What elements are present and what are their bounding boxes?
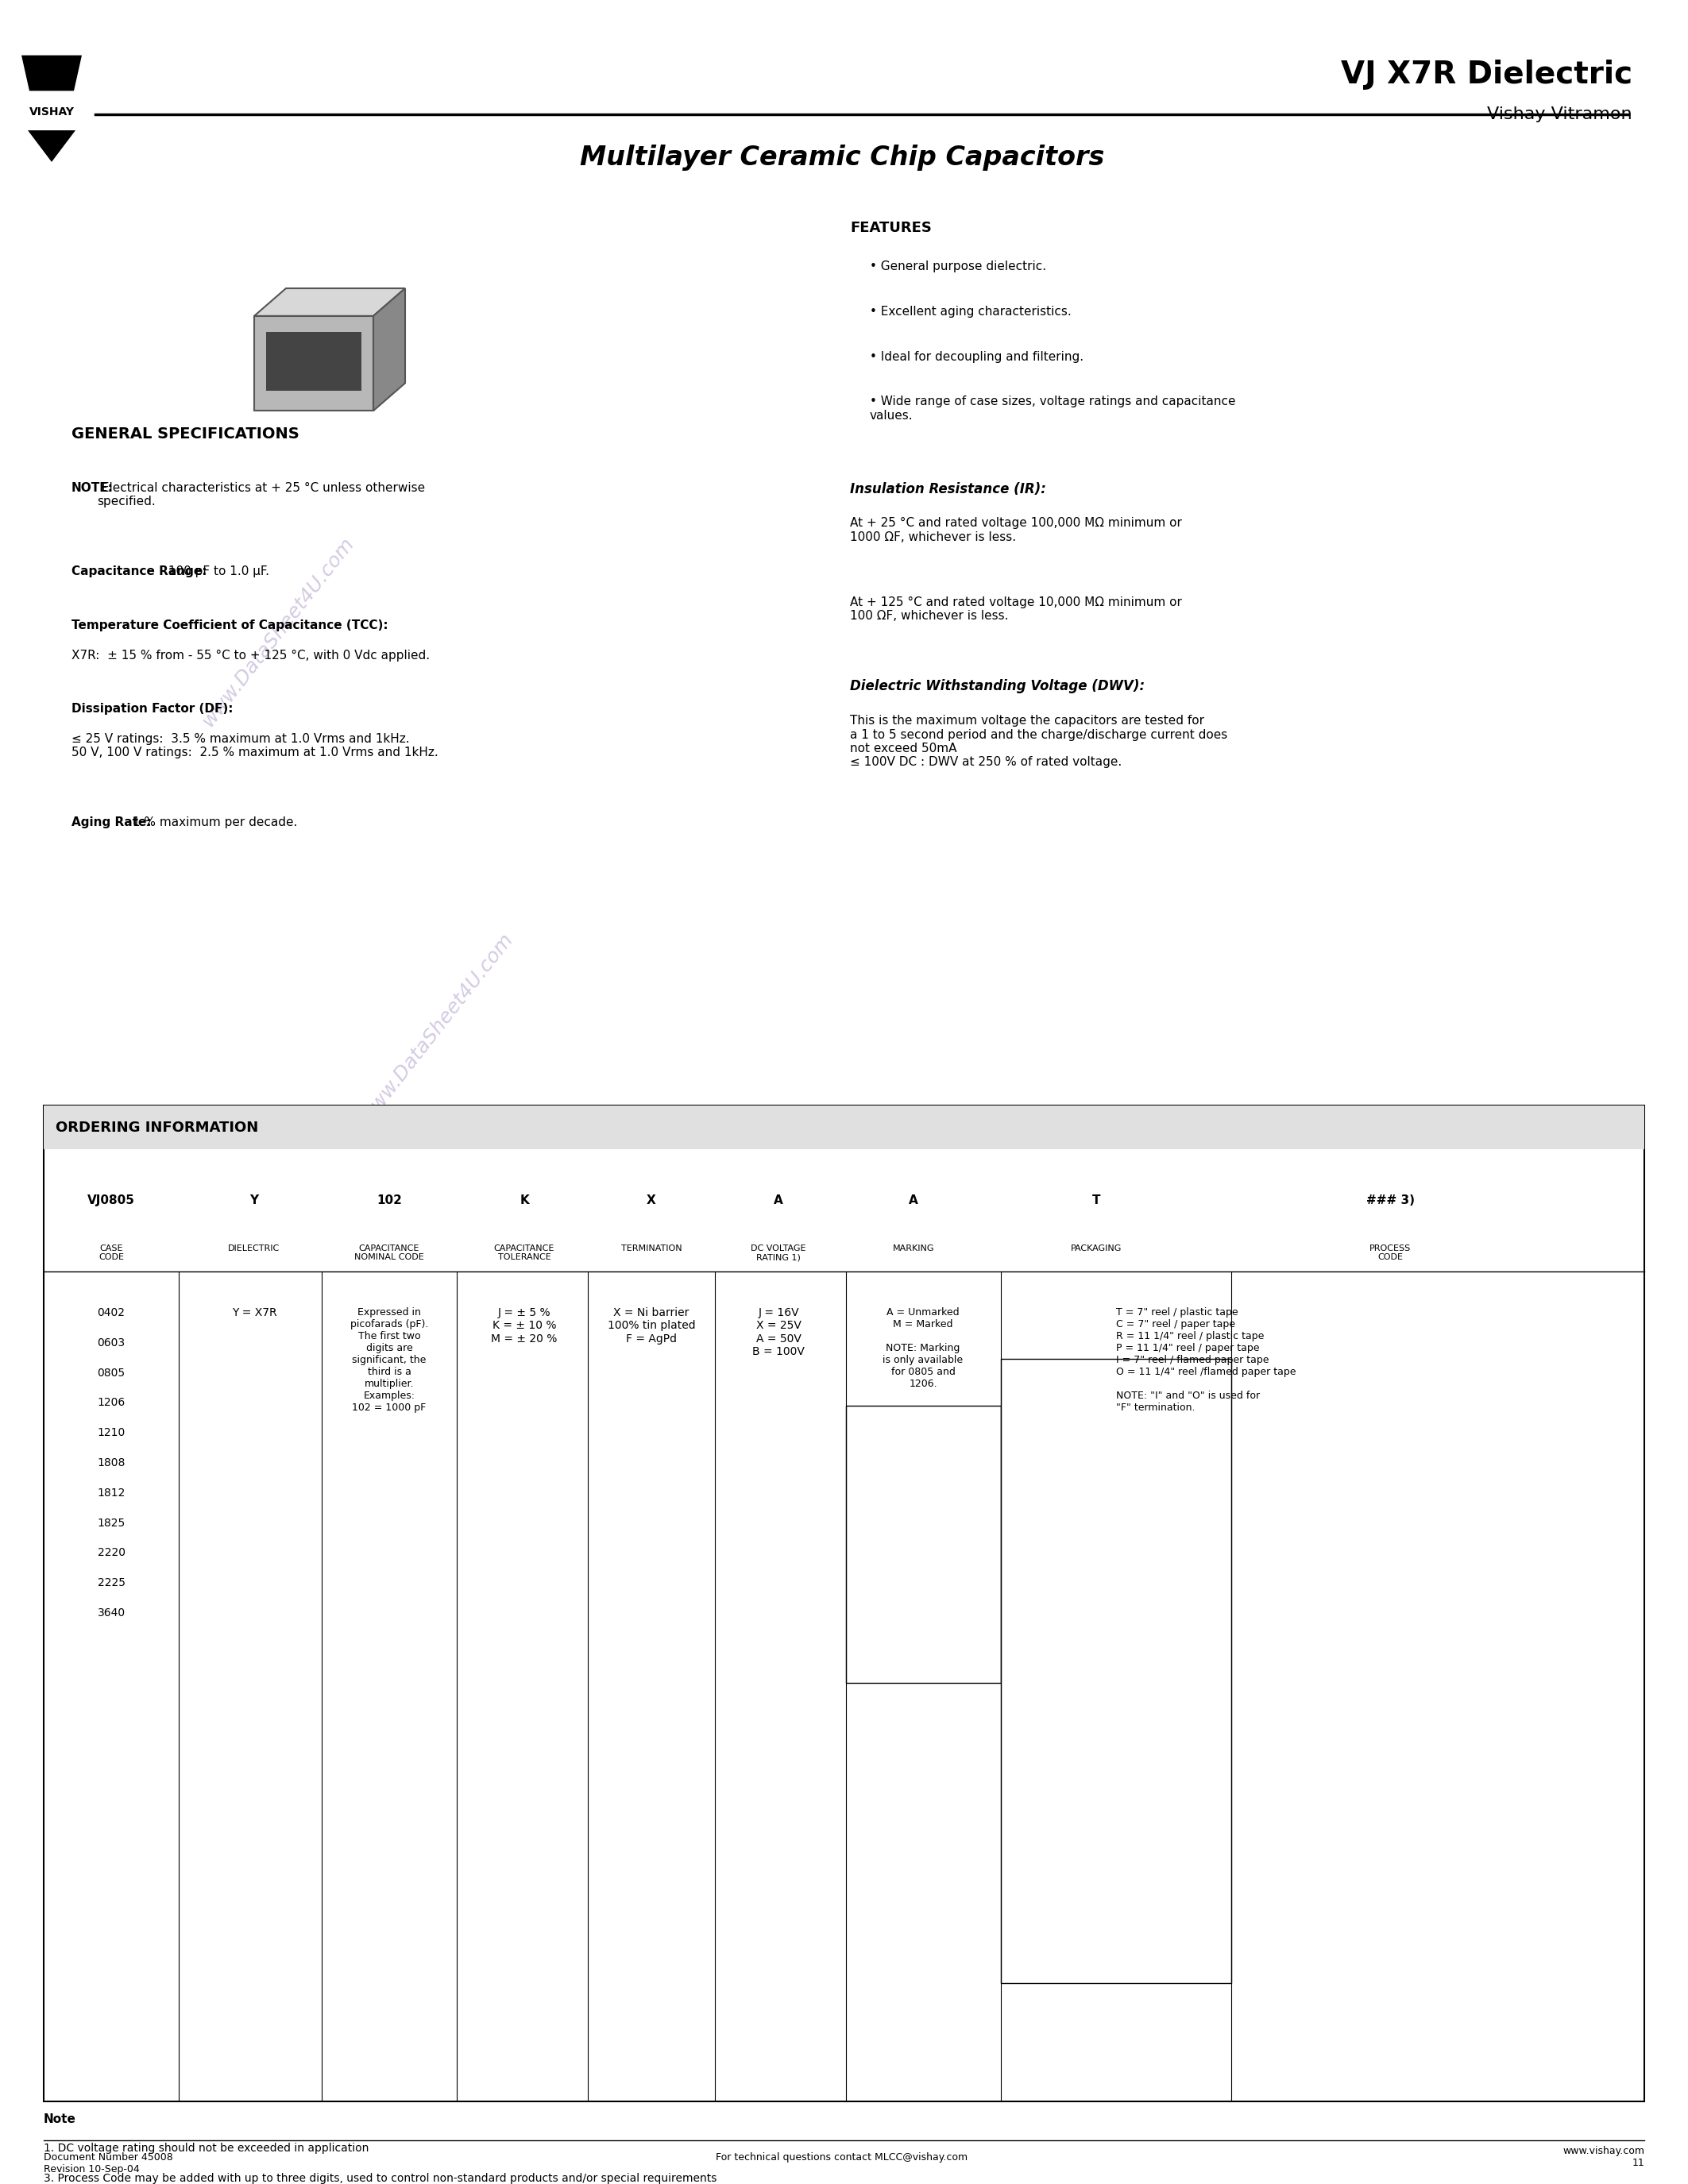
Text: • Ideal for decoupling and filtering.: • Ideal for decoupling and filtering. (869, 352, 1084, 363)
Text: Electrical characteristics at + 25 °C unless otherwise
specified.: Electrical characteristics at + 25 °C un… (98, 483, 425, 507)
Text: J = 16V
X = 25V
A = 50V
B = 100V: J = 16V X = 25V A = 50V B = 100V (753, 1308, 805, 1356)
Text: CASE
CODE: CASE CODE (98, 1245, 123, 1262)
Text: FEATURES: FEATURES (851, 221, 932, 236)
Text: 3. Process Code may be added with up to three digits, used to control non-standa: 3. Process Code may be added with up to … (44, 2173, 717, 2184)
Text: VJ0805: VJ0805 (88, 1195, 135, 1206)
Text: NOTE:: NOTE: (71, 483, 113, 494)
Text: • General purpose dielectric.: • General purpose dielectric. (869, 260, 1047, 273)
Text: www.DataSheet4U.com: www.DataSheet4U.com (1072, 1601, 1232, 1797)
Text: www.DataSheet4U.com: www.DataSheet4U.com (197, 533, 358, 729)
Text: X: X (647, 1195, 657, 1206)
Text: X = Ni barrier
100% tin plated
F = AgPd: X = Ni barrier 100% tin plated F = AgPd (608, 1308, 695, 1343)
Polygon shape (22, 55, 81, 92)
Text: A: A (908, 1195, 918, 1206)
Text: PACKAGING: PACKAGING (1070, 1245, 1123, 1251)
Text: 1808: 1808 (98, 1457, 125, 1468)
Polygon shape (255, 288, 405, 317)
Text: GENERAL SPECIFICATIONS: GENERAL SPECIFICATIONS (71, 426, 299, 441)
Text: 1210: 1210 (98, 1428, 125, 1439)
Text: 102: 102 (376, 1195, 402, 1206)
Text: VISHAY: VISHAY (29, 107, 74, 118)
Text: DC VOLTAGE
RATING 1): DC VOLTAGE RATING 1) (751, 1245, 807, 1262)
Text: Y = X7R: Y = X7R (231, 1308, 277, 1319)
Text: 2220: 2220 (98, 1548, 125, 1559)
Text: DIELECTRIC: DIELECTRIC (228, 1245, 280, 1251)
Text: ### 3): ### 3) (1366, 1195, 1415, 1206)
Text: ≤ 25 V ratings:  3.5 % maximum at 1.0 Vrms and 1kHz.
50 V, 100 V ratings:  2.5 %: ≤ 25 V ratings: 3.5 % maximum at 1.0 Vrm… (71, 734, 439, 758)
Text: J = ± 5 %
K = ± 10 %
M = ± 20 %: J = ± 5 % K = ± 10 % M = ± 20 % (491, 1308, 557, 1343)
Text: For technical questions contact MLCC@vishay.com: For technical questions contact MLCC@vis… (716, 2153, 967, 2162)
Text: TERMINATION: TERMINATION (621, 1245, 682, 1251)
Text: 0805: 0805 (98, 1367, 125, 1378)
Text: ORDERING INFORMATION: ORDERING INFORMATION (56, 1120, 258, 1136)
Text: • Wide range of case sizes, voltage ratings and capacitance
values.: • Wide range of case sizes, voltage rati… (869, 395, 1236, 422)
Polygon shape (267, 332, 361, 391)
Text: PROCESS
CODE: PROCESS CODE (1369, 1245, 1411, 1262)
Text: Multilayer Ceramic Chip Capacitors: Multilayer Ceramic Chip Capacitors (579, 144, 1104, 170)
Text: X7R:  ± 15 % from - 55 °C to + 125 °C, with 0 Vdc applied.: X7R: ± 15 % from - 55 °C to + 125 °C, wi… (71, 649, 430, 662)
Text: Dissipation Factor (DF):: Dissipation Factor (DF): (71, 703, 233, 714)
Text: 1 % maximum per decade.: 1 % maximum per decade. (128, 817, 297, 828)
Text: Capacitance Range:: Capacitance Range: (71, 566, 208, 577)
Text: www.vishay.com
11: www.vishay.com 11 (1563, 2147, 1644, 2169)
Text: CAPACITANCE
TOLERANCE: CAPACITANCE TOLERANCE (495, 1245, 555, 1262)
Text: Expressed in
picofarads (pF).
The first two
digits are
significant, the
third is: Expressed in picofarads (pF). The first … (349, 1308, 429, 1413)
Text: Document Number 45008
Revision 10-Sep-04: Document Number 45008 Revision 10-Sep-04 (44, 2153, 172, 2175)
Text: Y: Y (250, 1195, 258, 1206)
Text: CAPACITANCE
NOMINAL CODE: CAPACITANCE NOMINAL CODE (354, 1245, 424, 1262)
Text: www.DataSheet4U.com: www.DataSheet4U.com (358, 928, 517, 1125)
Text: Dielectric Withstanding Voltage (DWV):: Dielectric Withstanding Voltage (DWV): (851, 679, 1144, 695)
Text: 1812: 1812 (98, 1487, 125, 1498)
Text: Aging Rate:: Aging Rate: (71, 817, 152, 828)
Text: T: T (1092, 1195, 1101, 1206)
Text: 1206: 1206 (98, 1398, 125, 1409)
Text: T = 7" reel / plastic tape
C = 7" reel / paper tape
R = 11 1/4" reel / plastic t: T = 7" reel / plastic tape C = 7" reel /… (1116, 1308, 1296, 1413)
FancyBboxPatch shape (44, 1105, 1644, 1149)
Text: A: A (773, 1195, 783, 1206)
Text: At + 25 °C and rated voltage 100,000 MΩ minimum or
1000 ΩF, whichever is less.: At + 25 °C and rated voltage 100,000 MΩ … (851, 518, 1182, 544)
Polygon shape (373, 288, 405, 411)
Text: 0402: 0402 (98, 1308, 125, 1319)
Text: 3640: 3640 (98, 1607, 125, 1618)
Polygon shape (27, 131, 76, 162)
Text: 0603: 0603 (98, 1337, 125, 1348)
Text: This is the maximum voltage the capacitors are tested for
a 1 to 5 second period: This is the maximum voltage the capacito… (851, 714, 1227, 769)
Text: At + 125 °C and rated voltage 10,000 MΩ minimum or
100 ΩF, whichever is less.: At + 125 °C and rated voltage 10,000 MΩ … (851, 596, 1182, 622)
FancyBboxPatch shape (1001, 1358, 1231, 1983)
Text: A = Unmarked
M = Marked

NOTE: Marking
is only available
for 0805 and
1206.: A = Unmarked M = Marked NOTE: Marking is… (883, 1308, 964, 1389)
Text: VJ X7R Dielectric: VJ X7R Dielectric (1340, 59, 1632, 90)
Text: Temperature Coefficient of Capacitance (TCC):: Temperature Coefficient of Capacitance (… (71, 620, 388, 631)
Text: 1. DC voltage rating should not be exceeded in application: 1. DC voltage rating should not be excee… (44, 2143, 370, 2153)
Text: 2225: 2225 (98, 1577, 125, 1588)
FancyBboxPatch shape (44, 1105, 1644, 2101)
Text: MARKING: MARKING (893, 1245, 935, 1251)
Text: • Excellent aging characteristics.: • Excellent aging characteristics. (869, 306, 1072, 317)
Text: Insulation Resistance (IR):: Insulation Resistance (IR): (851, 483, 1047, 496)
Polygon shape (255, 317, 373, 411)
Text: 100 pF to 1.0 μF.: 100 pF to 1.0 μF. (164, 566, 270, 577)
Text: Vishay Vitramon: Vishay Vitramon (1487, 107, 1632, 122)
Text: K: K (520, 1195, 528, 1206)
Text: 1825: 1825 (98, 1518, 125, 1529)
FancyBboxPatch shape (846, 1406, 1001, 1682)
Text: Note: Note (44, 2114, 76, 2125)
